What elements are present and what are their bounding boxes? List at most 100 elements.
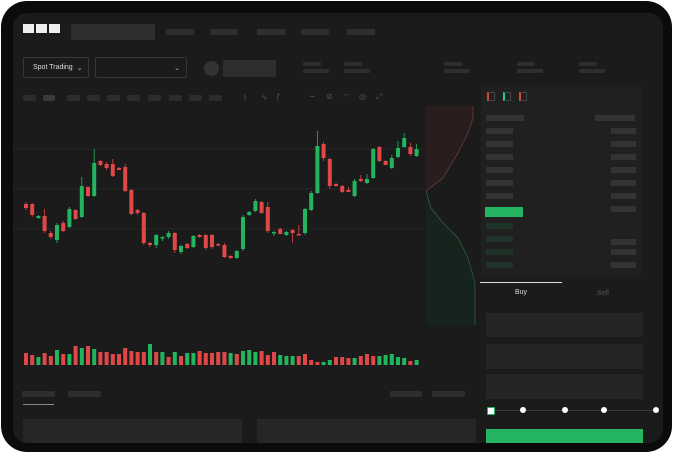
candle [67, 207, 72, 228]
price-input[interactable] [486, 313, 643, 337]
candle [129, 189, 134, 215]
candle [358, 175, 363, 182]
volume-bar [365, 354, 369, 365]
fullscreen-icon[interactable]: ⤢ [376, 92, 383, 101]
ask-amount [611, 193, 636, 199]
timeframe-button[interactable] [43, 95, 55, 101]
candle [371, 148, 376, 179]
ask-amount [611, 128, 636, 134]
timeframe-button[interactable] [127, 95, 140, 101]
candle [346, 187, 351, 192]
spot-trading-button[interactable]: Spot Trading ⌄ [23, 57, 89, 78]
candle-body [73, 210, 78, 219]
candle-body [365, 179, 369, 183]
volume-bar [197, 351, 202, 365]
fx-icon[interactable]: ƒ [276, 92, 281, 101]
buy-tab-indicator [480, 282, 562, 283]
ask-price [486, 167, 513, 173]
okx-logo[interactable] [23, 24, 60, 33]
buy-button[interactable] [486, 429, 643, 443]
candle-body [290, 230, 295, 233]
candle [42, 209, 47, 233]
ask-amount [611, 180, 636, 186]
candle [185, 243, 190, 249]
candle-body [389, 158, 394, 168]
volume-bar [228, 353, 233, 365]
candle-body [48, 233, 53, 237]
candle-body [197, 235, 202, 237]
volume-bar [172, 352, 177, 365]
candle-body [241, 217, 245, 249]
target-icon[interactable]: ◎ [359, 92, 366, 101]
slider-step[interactable] [601, 407, 607, 413]
nav-item[interactable] [210, 29, 238, 35]
slider-step[interactable] [520, 407, 526, 413]
volume-bar [110, 354, 115, 365]
nav-item[interactable] [347, 29, 375, 35]
candle [414, 144, 419, 157]
stat-label [344, 62, 362, 66]
filter-button[interactable] [432, 391, 465, 397]
wave-icon[interactable]: ∼ [309, 92, 316, 101]
candle-body [86, 187, 90, 196]
gauge-icon[interactable]: ◠ [343, 92, 350, 101]
volume-bar [123, 348, 128, 365]
candle-body [309, 193, 314, 210]
candle [365, 174, 369, 184]
tab-order-history[interactable] [68, 391, 101, 397]
candle [148, 242, 152, 247]
indicator-icon[interactable]: ⌇ [243, 93, 247, 102]
candle-body [55, 225, 59, 240]
candle [110, 159, 115, 177]
buy-tab[interactable]: Buy [514, 289, 528, 296]
line-icon[interactable]: ∿ [261, 93, 268, 102]
nav-item[interactable] [301, 29, 329, 35]
sell-tab[interactable]: Sell [597, 290, 609, 297]
timeframe-button[interactable] [107, 95, 120, 101]
volume-bar [203, 353, 208, 365]
candle-body [358, 179, 363, 181]
nav-item[interactable] [257, 29, 286, 35]
timeframe-button[interactable] [148, 95, 161, 101]
candle-body [414, 149, 419, 156]
volume-bar [30, 355, 35, 365]
leverage-slider-track[interactable] [491, 410, 657, 411]
slider-step[interactable] [562, 407, 568, 413]
slider-step[interactable] [653, 407, 659, 413]
volume-bar [141, 352, 146, 365]
timeframe-button[interactable] [87, 95, 100, 101]
timeframe-button[interactable] [209, 95, 222, 101]
candle-body [296, 234, 301, 236]
nav-item[interactable] [166, 29, 194, 35]
amount-input[interactable] [486, 344, 643, 369]
bid-amount [611, 262, 636, 268]
filter-button[interactable] [390, 391, 422, 397]
volume-bar [234, 354, 239, 365]
candle-body [396, 148, 400, 157]
candle-body [377, 147, 382, 161]
candle [303, 208, 307, 235]
tab-open-orders[interactable] [22, 391, 55, 397]
volume-bar [377, 356, 382, 365]
search-bar[interactable] [71, 24, 155, 40]
total-input[interactable] [486, 374, 643, 399]
timeframe-button[interactable] [169, 95, 182, 101]
pair-dropdown[interactable]: ⌄ [95, 57, 187, 78]
timeframe-button[interactable] [189, 95, 202, 101]
candlestick-chart[interactable] [13, 13, 483, 373]
orderbook-asks-icon[interactable] [519, 92, 527, 101]
bid-price [486, 223, 513, 229]
candle [179, 245, 183, 254]
slider-handle[interactable] [487, 407, 495, 415]
timeframe-button[interactable] [67, 95, 80, 101]
orderbook-bids-icon[interactable] [503, 92, 511, 101]
orderbook-both-icon[interactable] [487, 92, 495, 101]
timeframe-button[interactable] [23, 95, 36, 101]
candle-body [408, 147, 413, 154]
pencil-icon[interactable]: ⊘ [326, 92, 333, 101]
candle-body [67, 209, 72, 227]
candle [383, 160, 388, 165]
candle [135, 209, 140, 215]
candle [334, 183, 338, 187]
volume-bar [290, 356, 295, 365]
